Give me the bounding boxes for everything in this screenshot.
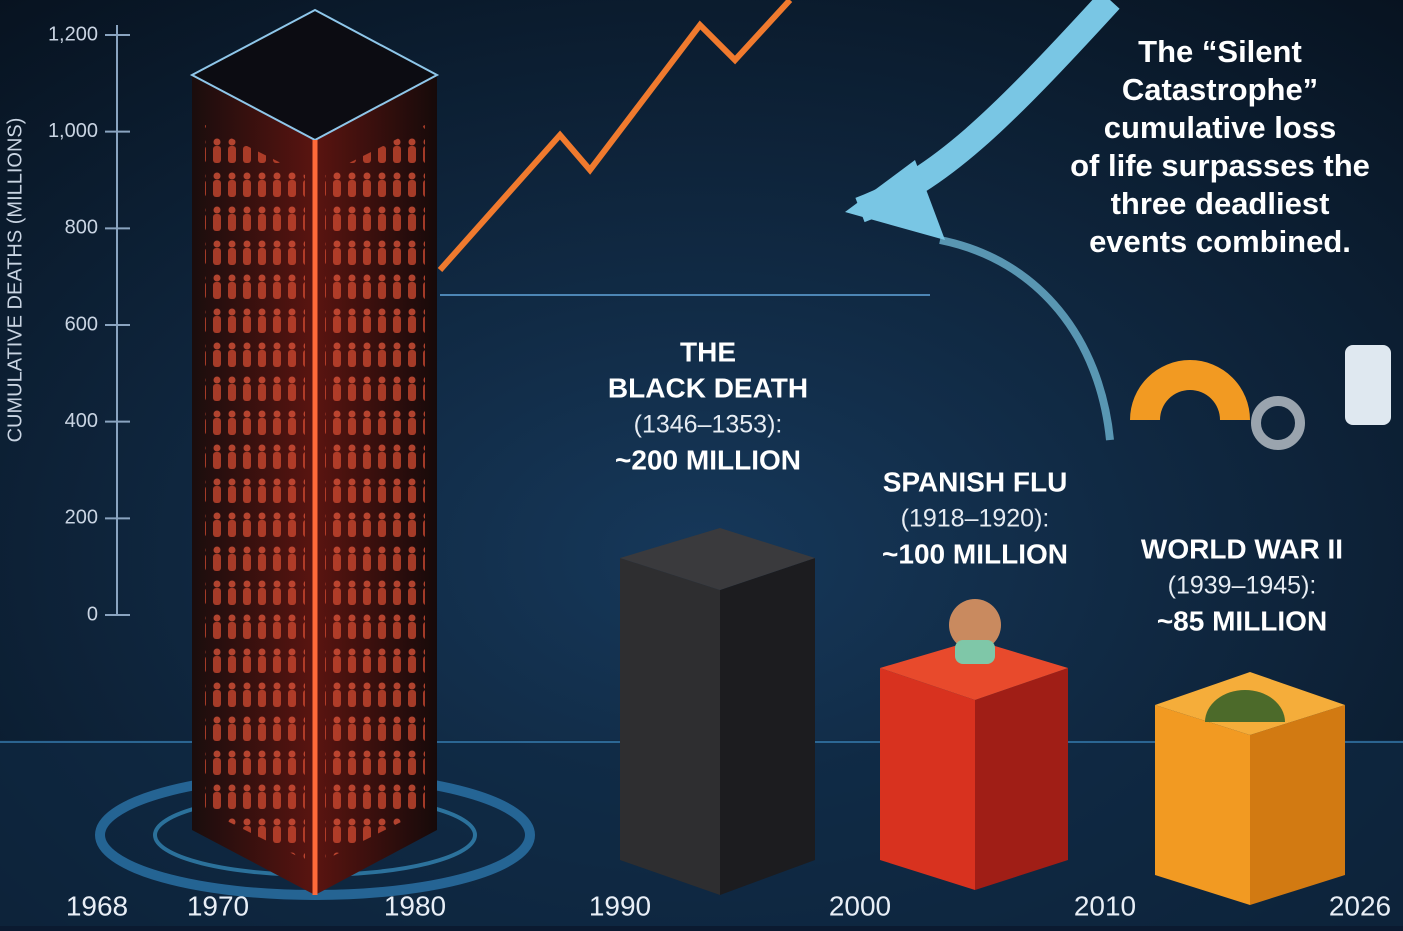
event-title: THE [680,336,736,367]
icon [1130,360,1250,420]
block [720,558,815,895]
callout-line: cumulative loss [1104,110,1337,145]
icon-gear [1251,396,1305,450]
y-tick-label: 200 [65,507,98,529]
icon-helmet [1205,690,1285,722]
x-label: 1990 [589,890,651,921]
block [1155,705,1250,905]
event-amount: ~100 MILLION [882,538,1068,569]
block [620,558,720,895]
icon-face [949,599,1001,651]
callout-line: The “Silent [1138,34,1302,69]
y-tick-label: 800 [65,217,98,239]
y-tick-label: 1,200 [48,23,98,45]
y-tick-label: 0 [87,603,98,625]
event-title: SPANISH FLU [883,466,1068,497]
event-title: BLACK DEATH [608,372,808,403]
x-label: 1968 [66,890,128,921]
tower-people [205,125,305,860]
event-title: WORLD WAR II [1141,533,1343,564]
callout-line: Catastrophe” [1122,72,1318,107]
callout-line: three deadliest [1111,186,1330,221]
y-tick-label: 600 [65,313,98,335]
icon-bottle [1345,345,1391,425]
y-tick-label: 400 [65,410,98,432]
event-dates: (1918–1920): [901,505,1050,533]
y-tick-label: 1,000 [48,120,98,142]
x-label: 2026 [1329,890,1391,921]
event-dates: (1346–1353): [634,411,783,439]
event-amount: ~85 MILLION [1157,605,1327,636]
trend-line [437,0,793,272]
x-label: 2010 [1074,890,1136,921]
icon-mask [955,640,995,664]
x-label: 2000 [829,890,891,921]
block [1250,705,1345,905]
y-axis-label: CUMULATIVE DEATHS (MILLIONS) [4,118,26,443]
tower-people [325,125,425,860]
callout-line: of life surpasses the [1070,148,1370,183]
block [880,668,975,890]
x-label: 1970 [187,890,249,921]
event-amount: ~200 MILLION [615,444,801,475]
x-label: 1980 [384,890,446,921]
arrow-head [845,160,945,240]
callout-line: events combined. [1089,224,1351,259]
block-top [880,640,1068,700]
block-top [620,528,815,590]
arrow-tail [939,236,1114,441]
event-dates: (1939–1945): [1168,572,1317,600]
tower-top [189,8,440,142]
block [975,668,1068,890]
